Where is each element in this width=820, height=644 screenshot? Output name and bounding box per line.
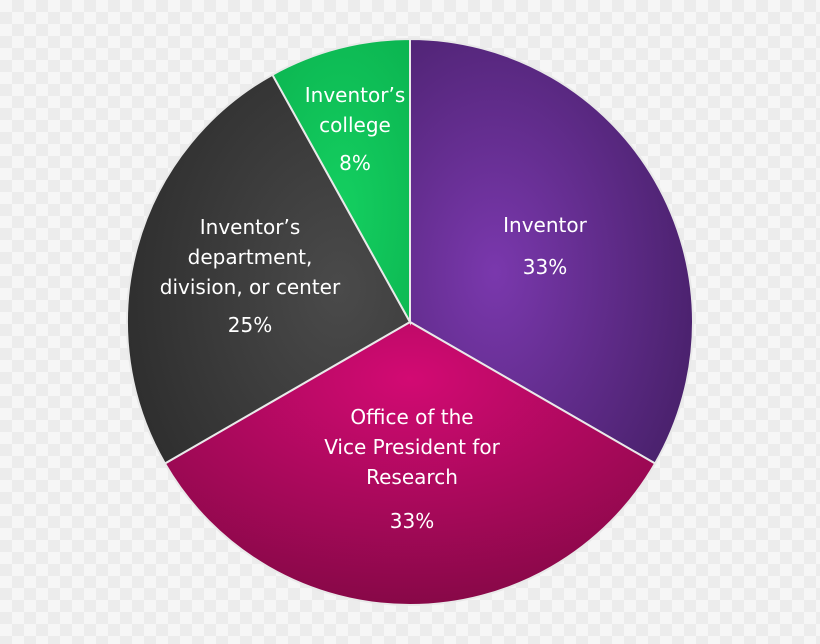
slice-label: Inventor’s department, division, or center bbox=[160, 215, 341, 299]
slice-percent-label: 8% bbox=[339, 151, 371, 175]
slice-percent-label: 25% bbox=[228, 313, 272, 337]
slice-percent-label: 33% bbox=[523, 255, 567, 279]
slice-label: Inventor’s college bbox=[305, 83, 405, 137]
slice-label: Office of the Vice President for Research bbox=[324, 405, 500, 489]
slice-label: Inventor bbox=[503, 213, 587, 237]
slice-percent-label: 33% bbox=[390, 509, 434, 533]
pie-slice bbox=[163, 320, 657, 606]
pie-slice bbox=[126, 73, 412, 465]
pie-slice bbox=[409, 37, 694, 465]
pie-slice bbox=[271, 37, 411, 326]
